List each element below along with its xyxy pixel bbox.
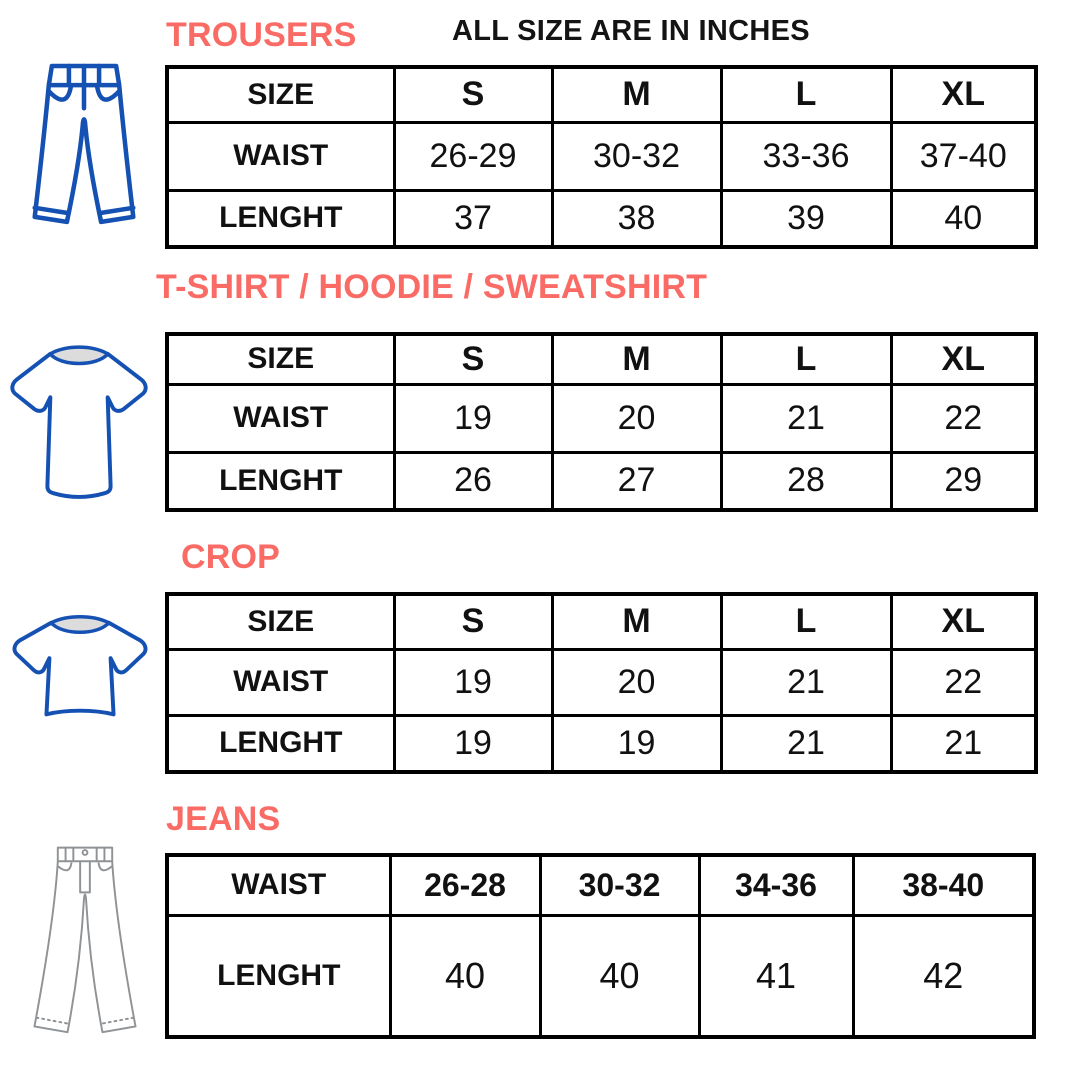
table-cell: 40 (889, 188, 1038, 249)
table-cell: LENGHT (165, 713, 396, 774)
table-cell: 22 (889, 382, 1038, 454)
table-cell: L (719, 65, 893, 124)
table-row: LENGHT 37 38 39 40 (165, 188, 1038, 249)
table-cell: 27 (550, 450, 723, 512)
table-row: SIZE S M L XL (165, 332, 1038, 386)
table-cell: 21 (719, 647, 893, 717)
table-cell: 37-40 (889, 120, 1038, 192)
table-cell: LENGHT (165, 450, 396, 512)
table-cell: 26-29 (392, 120, 554, 192)
table-row: WAIST 19 20 21 22 (165, 382, 1038, 454)
table-cell: 37 (392, 188, 554, 249)
table-cell: WAIST (165, 120, 396, 192)
table-cell: 19 (550, 713, 723, 774)
table-row: LENGHT 40 40 41 42 (165, 913, 1036, 1039)
table-row: LENGHT 19 19 21 21 (165, 713, 1038, 774)
table-cell: 41 (697, 913, 855, 1039)
table-cell: 19 (392, 382, 554, 454)
table-cell: SIZE (165, 592, 396, 651)
table-cell: L (719, 332, 893, 386)
table-cell: WAIST (165, 647, 396, 717)
table-cell: 29 (889, 450, 1038, 512)
table-cell: LENGHT (165, 188, 396, 249)
table-cell: 19 (392, 713, 554, 774)
trousers-size-table: SIZE S M L XL WAIST 26-29 30-32 33-36 37… (165, 65, 1038, 249)
jeans-size-table: WAIST 26-28 30-32 34-36 38-40 LENGHT 40 … (165, 853, 1036, 1039)
table-cell: 28 (719, 450, 893, 512)
table-cell: XL (889, 592, 1038, 651)
table-cell: XL (889, 332, 1038, 386)
table-cell: 30-32 (550, 120, 723, 192)
table-cell: 26 (392, 450, 554, 512)
table-cell: LENGHT (165, 913, 392, 1039)
table-cell: 38 (550, 188, 723, 249)
section-heading-jeans: JEANS (166, 800, 281, 838)
table-row: WAIST 19 20 21 22 (165, 647, 1038, 717)
table-cell: M (550, 592, 723, 651)
table-cell: SIZE (165, 332, 396, 386)
table-cell: M (550, 65, 723, 124)
table-row: WAIST 26-29 30-32 33-36 37-40 (165, 120, 1038, 192)
table-cell: 39 (719, 188, 893, 249)
table-cell: 21 (719, 382, 893, 454)
table-cell: 30-32 (538, 853, 701, 917)
table-cell: XL (889, 65, 1038, 124)
table-cell: 21 (889, 713, 1038, 774)
section-heading-crop: CROP (181, 538, 281, 576)
table-cell: 21 (719, 713, 893, 774)
section-heading-trousers: TROUSERS (166, 16, 357, 54)
table-cell: 33-36 (719, 120, 893, 192)
table-cell: 42 (851, 913, 1036, 1039)
table-row: SIZE S M L XL (165, 65, 1038, 124)
table-cell: 40 (538, 913, 701, 1039)
tshirt-icon (4, 340, 154, 508)
table-cell: 19 (392, 647, 554, 717)
trousers-icon (28, 58, 140, 244)
table-cell: S (392, 592, 554, 651)
table-cell: S (392, 65, 554, 124)
crop-size-table: SIZE S M L XL WAIST 19 20 21 22 LENGHT 1… (165, 592, 1038, 774)
table-row: WAIST 26-28 30-32 34-36 38-40 (165, 853, 1036, 917)
table-cell: 20 (550, 647, 723, 717)
section-heading-tshirt: T-SHIRT / HOODIE / SWEATSHIRT (156, 268, 708, 306)
table-row: SIZE S M L XL (165, 592, 1038, 651)
table-cell: 40 (388, 913, 542, 1039)
table-cell: S (392, 332, 554, 386)
table-cell: 22 (889, 647, 1038, 717)
table-cell: WAIST (165, 382, 396, 454)
table-cell: WAIST (165, 853, 392, 917)
table-cell: M (550, 332, 723, 386)
table-cell: L (719, 592, 893, 651)
table-cell: 38-40 (851, 853, 1036, 917)
crop-top-icon (6, 610, 154, 730)
table-row: LENGHT 26 27 28 29 (165, 450, 1038, 512)
table-cell: 34-36 (697, 853, 855, 917)
table-cell: SIZE (165, 65, 396, 124)
units-note: ALL SIZE ARE IN INCHES (452, 15, 810, 47)
jeans-icon (24, 836, 146, 1040)
tshirt-size-table: SIZE S M L XL WAIST 19 20 21 22 LENGHT 2… (165, 332, 1038, 512)
table-cell: 20 (550, 382, 723, 454)
table-cell: 26-28 (388, 853, 542, 917)
